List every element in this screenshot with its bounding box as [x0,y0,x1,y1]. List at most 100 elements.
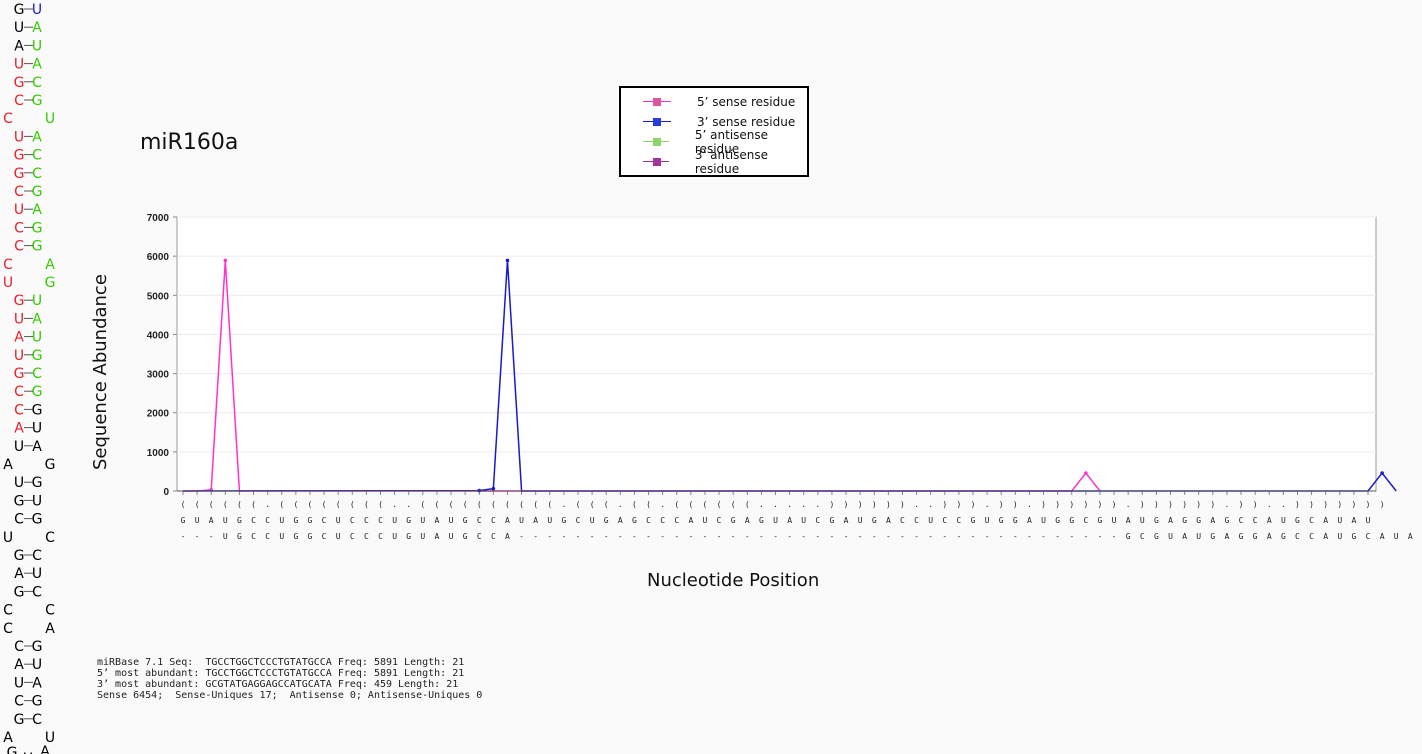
x-tick-label: ( [576,500,581,509]
x-tick-label: ) [844,500,849,509]
x-tick-label: U [336,516,341,525]
x-tick-label: G [1154,516,1159,525]
x-tick-label: C [914,516,919,525]
x-tick-label: ) [1309,500,1314,509]
x-tick-label: - [561,532,566,541]
x-tick-label: ( [350,500,355,509]
hairpin-base-left: C [14,639,24,655]
chart-legend: 5’ sense residue 3’ sense residue 5’ ant… [619,86,809,177]
hairpin-base-left: G [14,712,25,728]
x-tick-label: C [576,516,581,525]
y-tick-label: 0 [163,487,169,498]
x-tick-label: C [1295,532,1300,541]
hairpin-base-left: U [14,57,24,73]
hairpin-base-right: A [32,311,42,327]
x-tick-label: G [632,516,637,525]
legend-label: 3’ sense residue [697,115,796,129]
x-tick-label: - [1083,532,1088,541]
hairpin-loop-base: A [40,744,50,754]
x-tick-label: . [914,500,919,509]
x-tick-label: . [660,500,665,509]
x-tick-label: U [1196,532,1201,541]
hairpin-base-right: C [32,166,42,182]
x-tick-label: - [830,532,835,541]
x-tick-label: ( [731,500,736,509]
x-tick-label: - [872,532,877,541]
x-tick-label: C [956,516,961,525]
x-tick-label: - [858,532,863,541]
x-tick-label: A [618,516,623,525]
x-tick-label: ) [858,500,863,509]
x-tick-label: G [1013,516,1018,525]
x-tick-label: C [322,516,327,525]
x-tick-label: G [293,532,298,541]
hairpin-base-left: C [14,512,24,528]
hairpin-base-right: G [32,512,43,528]
x-tick-label: ) [900,500,905,509]
x-tick-label: . [787,500,792,509]
hairpin-base-right: C [32,712,42,728]
x-tick-label: G [1069,516,1074,525]
hairpin-base-left: A [3,457,13,473]
x-tick-label: G [293,516,298,525]
x-tick-label: G [181,516,186,525]
y-axis-label: Sequence Abundance [90,274,111,470]
x-tick-label: - [787,532,792,541]
hairpin-base-right: G [32,93,43,109]
x-tick-label: - [1013,532,1018,541]
x-tick-label: - [604,532,609,541]
x-tick-label: U [1140,516,1145,525]
x-tick-label: ( [477,500,482,509]
x-tick-label: ) [1083,500,1088,509]
legend-item-5p-antisense: 5’ antisense residue [643,128,807,156]
x-tick-label: C [674,516,679,525]
x-tick-label: G [1281,532,1286,541]
hairpin-base-left: C [14,184,24,200]
x-tick-label: U [1041,516,1046,525]
x-tick-label: G [971,516,976,525]
x-tick-label: A [1380,532,1385,541]
x-tick-label: A [745,516,750,525]
x-tick-label: . [815,500,820,509]
hairpin-base-left: C [14,384,24,400]
x-tick-label: A [1225,532,1230,541]
rna-hairpin-structure: G UU AA UU AG CC GC UU AG CG CC GU AC GC GC AU GG UU AA UU G… [3,2,56,754]
x-tick-label: ( [688,500,693,509]
x-tick-label: A [209,516,214,525]
x-tick-label: ) [872,500,877,509]
x-tick-label: ) [1112,500,1117,509]
x-tick-label: G [1196,516,1201,525]
x-tick-label: C [660,516,665,525]
x-tick-label: G [604,516,609,525]
x-tick-label: A [435,532,440,541]
x-tick-label: A [1323,532,1328,541]
x-tick-label: - [844,532,849,541]
x-tick-label: - [985,532,990,541]
x-tick-label: C [646,516,651,525]
info-line: Sense 6454; Sense-Uniques 17; Antisense … [97,690,483,701]
x-tick-label: - [999,532,1004,541]
x-tick-label: . [985,500,990,509]
hairpin-base-left: C [3,603,13,619]
x-tick-label: . [1267,500,1272,509]
x-tick-label: G [463,516,468,525]
x-tick-label: - [519,532,524,541]
hairpin-base-left: U [14,348,24,364]
x-tick-label: U [392,516,397,525]
legend-item-5p-sense: 5’ sense residue [643,94,795,110]
sequence-info: miRBase 7.1 Seq: TGCCTGGCTCCCTGTATGCCA F… [97,657,482,701]
legend-marker-icon [643,137,669,147]
x-tick-label: - [956,532,961,541]
x-tick-label: U [985,516,990,525]
y-tick-label: 5000 [147,291,170,302]
x-tick-label: ) [1055,500,1060,509]
hairpin-base-right: U [32,657,42,673]
legend-item-3p-sense: 3’ sense residue [643,114,795,130]
x-tick-label: A [505,532,510,541]
x-tick-label: G [999,516,1004,525]
x-tick-label: C [1239,516,1244,525]
x-tick-label: ( [547,500,552,509]
hairpin-base-right: C [45,603,55,619]
x-tick-label: ( [449,500,454,509]
hairpin-base-left: U [3,275,13,291]
